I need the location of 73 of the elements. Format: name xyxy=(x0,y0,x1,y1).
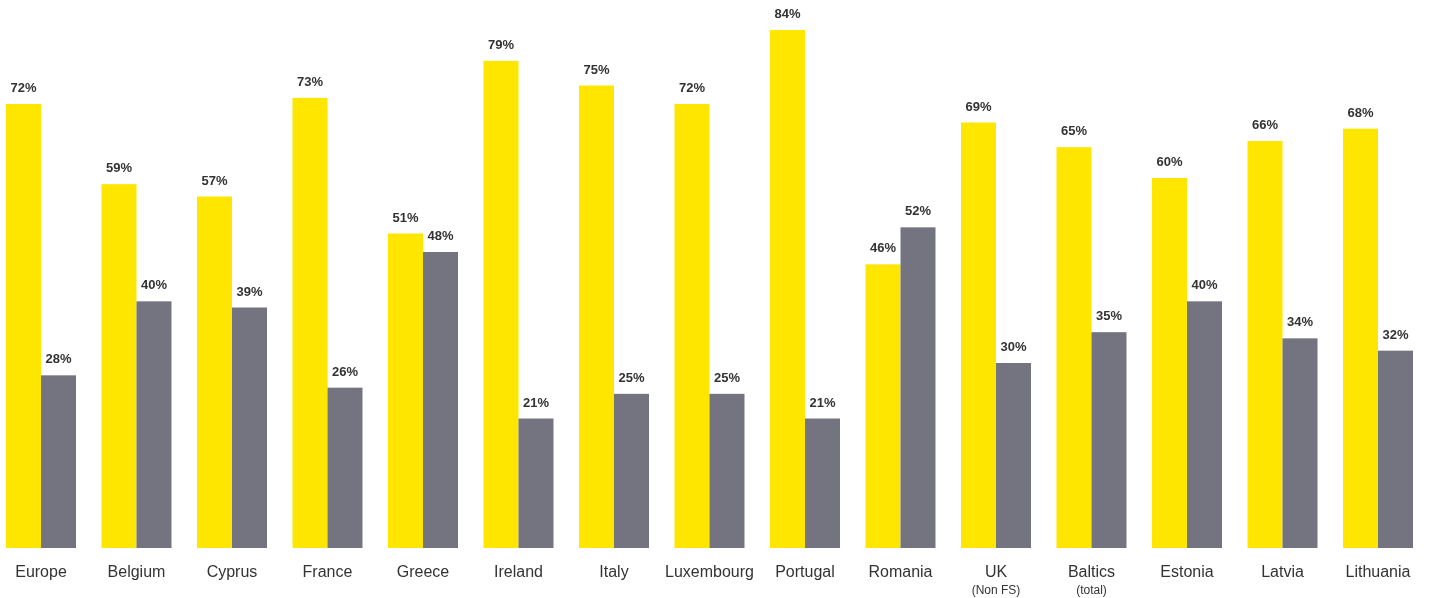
bar xyxy=(1343,128,1378,548)
x-tick-label: Romania xyxy=(868,563,933,580)
bar xyxy=(1187,301,1222,548)
data-label: 35% xyxy=(1095,308,1123,324)
bar xyxy=(41,375,76,548)
bar xyxy=(1056,147,1092,548)
bar xyxy=(327,387,363,548)
bar xyxy=(865,264,901,548)
data-label: 66% xyxy=(1251,117,1279,132)
data-label: 26% xyxy=(331,363,359,379)
bar xyxy=(1378,350,1413,548)
data-label: 32% xyxy=(1382,326,1409,342)
bar xyxy=(518,418,554,548)
data-label: 21% xyxy=(522,394,550,410)
x-tick-label: Ireland xyxy=(494,563,543,580)
bar xyxy=(1152,178,1187,548)
data-label: 60% xyxy=(1156,154,1183,169)
data-label: 68% xyxy=(1347,104,1374,120)
bar xyxy=(709,393,745,548)
x-tick-label: Portugal xyxy=(775,563,835,580)
bar xyxy=(1282,338,1318,548)
data-label: 34% xyxy=(1286,314,1314,330)
bar xyxy=(614,393,649,548)
data-label: 75% xyxy=(583,61,610,77)
bar xyxy=(805,418,840,548)
x-tick-label: Greece xyxy=(396,563,450,580)
x-tick-label: Belgium xyxy=(107,563,166,580)
x-tick-label: Luxembourg xyxy=(665,563,754,580)
data-label: 40% xyxy=(140,277,168,293)
bar xyxy=(770,30,805,548)
bar xyxy=(1091,332,1127,548)
bar xyxy=(961,122,996,548)
bar xyxy=(388,233,423,548)
bar xyxy=(101,184,137,548)
data-label: 30% xyxy=(1000,339,1027,354)
bar xyxy=(674,104,710,548)
data-label: 25% xyxy=(618,369,645,385)
bar xyxy=(6,104,41,548)
data-label: 73% xyxy=(296,73,324,89)
data-label: 57% xyxy=(201,172,228,188)
bar xyxy=(996,363,1031,548)
data-label: 59% xyxy=(105,160,133,176)
bar xyxy=(423,252,458,548)
data-label: 52% xyxy=(904,203,932,219)
x-tick-label: Europe xyxy=(15,563,67,580)
data-label: 84% xyxy=(774,6,801,21)
bar xyxy=(197,196,232,548)
data-label: 72% xyxy=(678,80,706,95)
data-label: 69% xyxy=(965,98,992,114)
data-label: 39% xyxy=(236,283,263,299)
x-tick-label: Estonia xyxy=(1160,563,1214,580)
bar xyxy=(579,85,614,548)
data-label: 21% xyxy=(809,394,836,410)
data-label: 48% xyxy=(427,228,454,243)
x-tick-label: Latvia xyxy=(1261,563,1304,580)
x-tick-label: Cyprus xyxy=(206,563,258,580)
data-label: 72% xyxy=(10,80,37,95)
data-label: 40% xyxy=(1191,277,1218,293)
bar xyxy=(900,227,936,548)
data-label: 46% xyxy=(869,240,897,256)
bar xyxy=(483,60,519,548)
x-tick-label: France xyxy=(302,563,353,580)
data-label: 51% xyxy=(392,209,419,225)
x-tick-label: Italy xyxy=(599,563,629,580)
bar xyxy=(292,97,328,548)
data-label: 79% xyxy=(487,36,515,52)
data-label: 28% xyxy=(45,351,72,367)
bar xyxy=(136,301,172,548)
data-label: 25% xyxy=(713,369,741,385)
data-label: 65% xyxy=(1060,123,1088,139)
bar xyxy=(1247,141,1283,548)
bar xyxy=(232,307,267,548)
x-tick-label: Lithuania xyxy=(1345,563,1411,580)
